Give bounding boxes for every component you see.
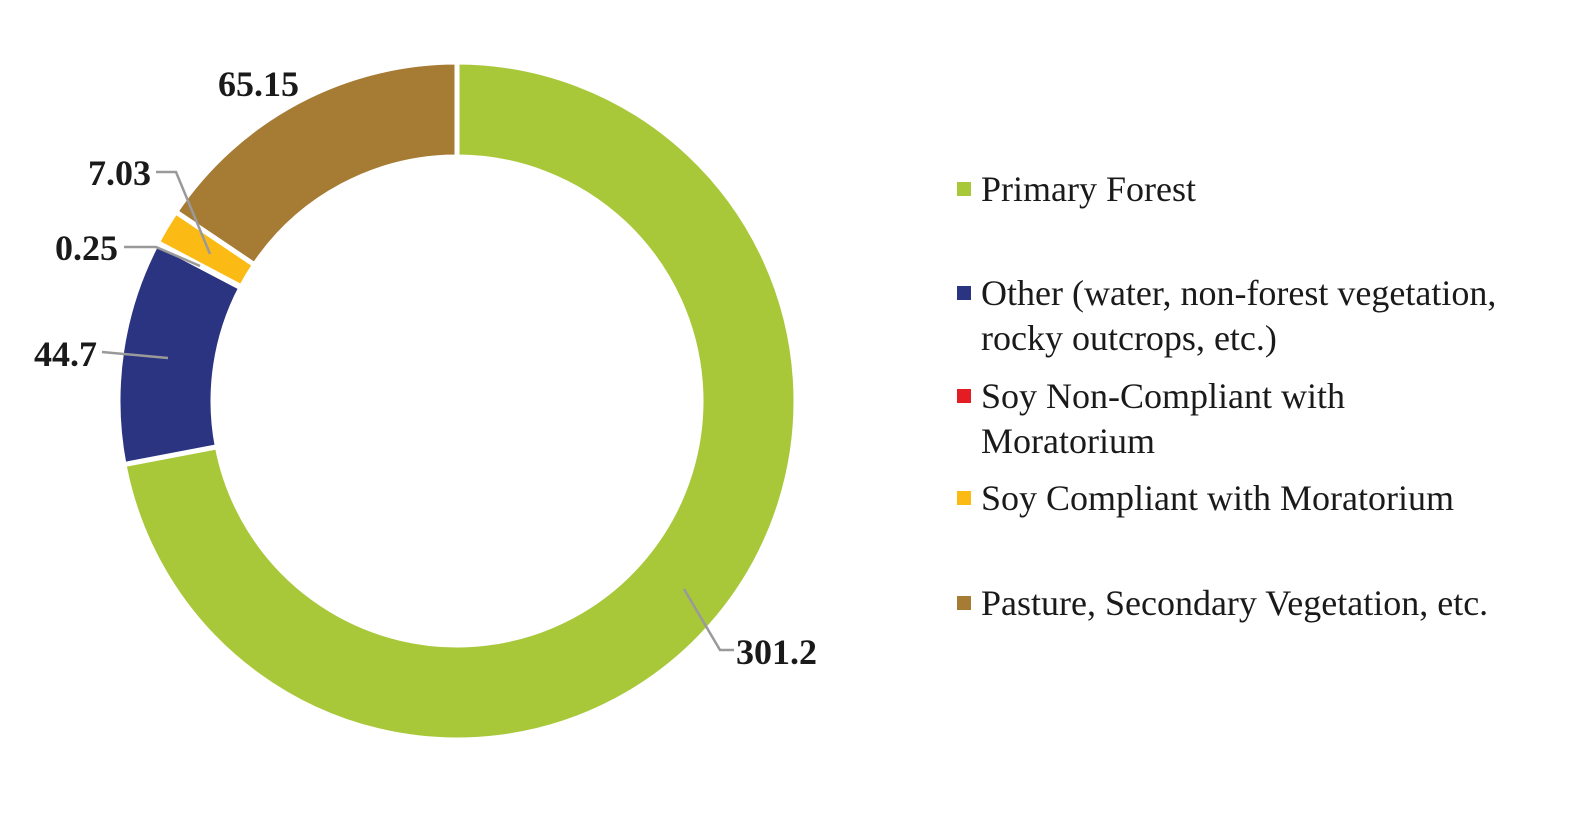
legend-item-pasture-secondary-vegetation-etc: Pasture, Secondary Vegetation, etc. [957,583,1488,623]
legend: Primary Forest Other (water, non-forest v… [957,169,1496,623]
slice-pasture-secondary-vegetation-etc [172,59,460,269]
legend-swatch-primary-forest [957,182,971,196]
legend-label-other-water-non-forest-vegetation-rocky-outcrops-etc-line-1: Other (water, non-forest vegetation, [981,273,1496,313]
legend-item-other-water-non-forest-vegetation-rocky-outcrops-etc: Other (water, non-forest vegetation, rock… [957,273,1496,358]
data-label-primary-forest: 301.2 [736,632,817,672]
data-label-soy-non-compliant: 0.25 [55,228,118,268]
data-label-pasture: 65.15 [218,64,299,104]
data-label-soy-compliant: 7.03 [88,153,151,193]
legend-label-soy-non-compliant-with-moratorium-line-2: Moratorium [981,421,1155,461]
data-label-other: 44.7 [34,334,97,374]
leader-line-primary-forest [682,588,734,652]
legend-item-soy-compliant-with-moratorium: Soy Compliant with Moratorium [957,478,1454,518]
label-leader-lines [101,170,734,652]
legend-swatch-soy-non-compliant-with-moratorium [957,389,971,403]
data-labels: 301.2 44.7 0.25 7.03 65.15 [34,64,817,672]
legend-label-other-water-non-forest-vegetation-rocky-outcrops-etc-line-2: rocky outcrops, etc.) [981,318,1277,358]
legend-label-soy-compliant-with-moratorium-line-1: Soy Compliant with Moratorium [981,478,1454,518]
legend-swatch-soy-compliant-with-moratorium [957,491,971,505]
donut-slices [115,59,799,743]
legend-swatch-pasture-secondary-vegetation-etc [957,596,971,610]
legend-item-soy-non-compliant-with-moratorium: Soy Non-Compliant with Moratorium [957,376,1345,461]
leader-line-soy-compliant [156,170,212,255]
legend-swatch-other-water-non-forest-vegetation-rocky-outcrops-etc [957,286,971,300]
legend-label-soy-non-compliant-with-moratorium-line-1: Soy Non-Compliant with [981,376,1345,416]
legend-label-primary-forest-line-1: Primary Forest [981,169,1196,209]
leader-line-soy-non-compliant [124,245,201,268]
slice-primary-forest [121,59,799,743]
leader-line-other [101,350,169,360]
legend-item-primary-forest: Primary Forest [957,169,1196,209]
legend-label-pasture-secondary-vegetation-etc-line-1: Pasture, Secondary Vegetation, etc. [981,583,1488,623]
